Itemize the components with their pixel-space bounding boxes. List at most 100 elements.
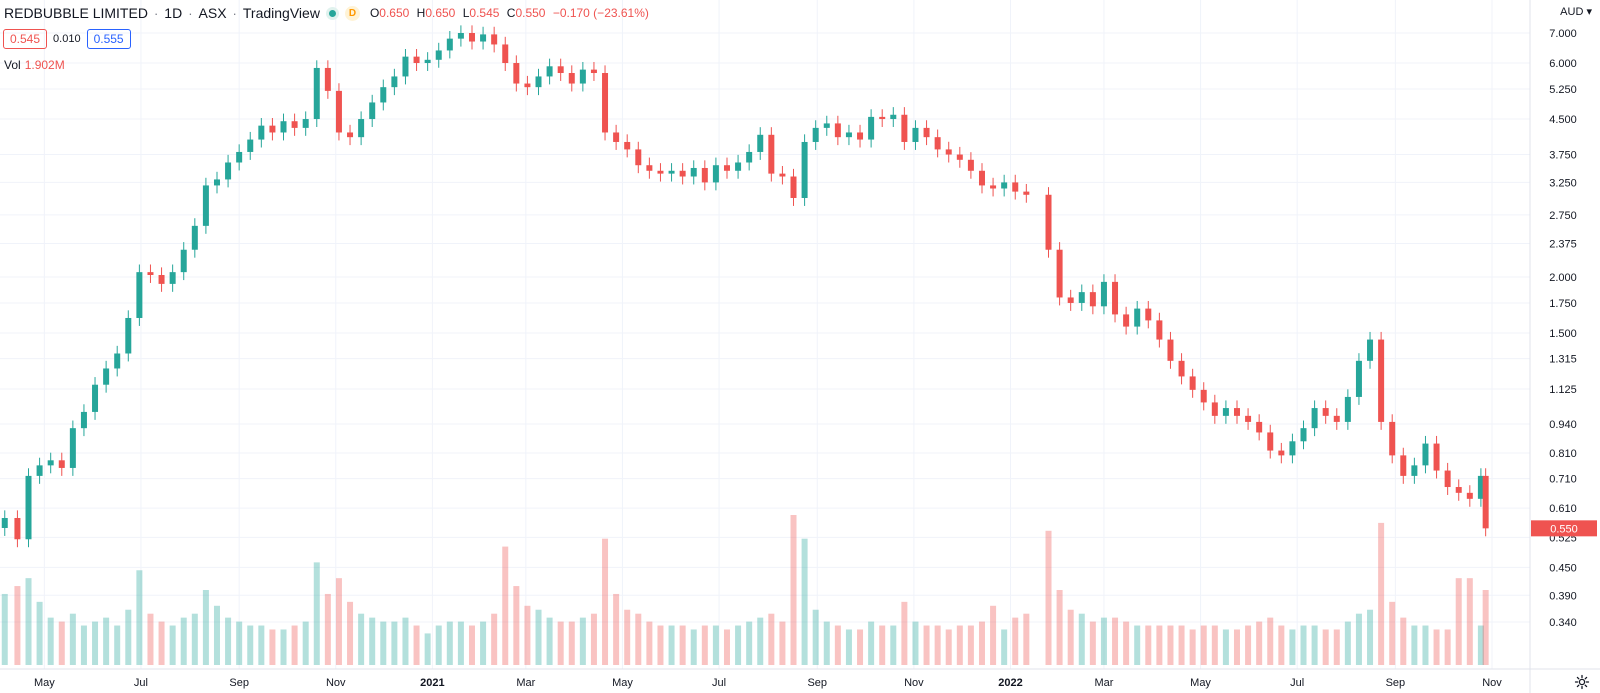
candle-body (1045, 194, 1052, 250)
candle-body (723, 165, 730, 171)
volume-bar (1112, 617, 1119, 665)
volume-bar (1289, 629, 1296, 665)
volume-bar (491, 613, 498, 665)
low-label: L (462, 6, 470, 20)
x-tick-label: May (1190, 677, 1211, 689)
volume-bar (80, 625, 87, 665)
candle-body (535, 76, 542, 88)
last-price-marker (1531, 520, 1597, 537)
volume-bar (712, 625, 719, 665)
volume-bar (590, 613, 597, 665)
volume-bar (1200, 625, 1207, 665)
volume-bar (956, 625, 963, 665)
gear-icon[interactable] (1574, 674, 1590, 690)
volume-bar (468, 625, 475, 665)
candle-body (779, 173, 786, 177)
volume-bar (1222, 629, 1229, 665)
volume-bar (668, 625, 675, 665)
candle-body (302, 119, 309, 128)
volume-bar (1433, 629, 1440, 665)
y-tick-label: 3.750 (1549, 150, 1577, 162)
interval[interactable]: 1D (164, 5, 183, 21)
volume-bar (1100, 617, 1107, 665)
candle-body (1477, 475, 1484, 499)
volume-bar (147, 613, 154, 665)
volume-legend[interactable]: Vol 1.902M (4, 58, 65, 72)
volume-bar (879, 625, 886, 665)
candles (1, 25, 1489, 548)
timeframe-badge[interactable]: D (344, 5, 360, 21)
volume-bar (524, 605, 531, 665)
candle-body (1078, 292, 1085, 303)
data-source: TradingView (242, 5, 320, 21)
candle-body (202, 185, 209, 226)
volume-bar (313, 562, 320, 665)
candle-body (712, 165, 719, 183)
volume-bar (1256, 621, 1263, 665)
volume-bar (1477, 625, 1484, 665)
volume-bar (14, 586, 21, 665)
buy-price-button[interactable]: 0.555 (86, 29, 131, 49)
candle-body (1023, 191, 1030, 195)
candle-body (879, 116, 886, 120)
candle-body (402, 56, 409, 77)
open-label: O (369, 6, 380, 20)
sell-price-button[interactable]: 0.545 (3, 29, 48, 49)
volume-bar (602, 538, 609, 665)
volume-bar (967, 625, 974, 665)
y-tick-label: 0.340 (1549, 617, 1577, 629)
volume-bar (324, 593, 331, 665)
volume-bar (1233, 629, 1240, 665)
volume-bar (901, 601, 908, 665)
candle-body (1422, 443, 1429, 466)
volume-bars (1, 515, 1489, 665)
currency-label: AUD (1560, 6, 1584, 18)
candle-body (1267, 432, 1274, 451)
volume-bar (1078, 613, 1085, 665)
candle-body (823, 123, 830, 128)
ohlc-values: O0.650 H0.650 L0.545 C0.550 −0.170 (−23.… (370, 6, 649, 20)
candle-body (624, 141, 631, 150)
candle-body (1145, 308, 1152, 321)
volume-bar (657, 625, 664, 665)
y-tick-label: 0.710 (1549, 474, 1577, 486)
volume-bar (347, 601, 354, 665)
volume-bar (92, 621, 99, 665)
candle-body (191, 225, 198, 250)
candle-body (790, 176, 797, 198)
candle-body (313, 67, 320, 120)
currency-selector[interactable]: AUD ▾ (1560, 5, 1592, 18)
market-status-icon[interactable] (325, 6, 339, 20)
x-tick-label: 2022 (998, 677, 1022, 689)
candle-body (834, 123, 841, 138)
candle-body (435, 50, 442, 60)
candle-body (668, 170, 675, 174)
candle-body (80, 411, 87, 429)
volume-bar (834, 625, 841, 665)
candle-body (92, 384, 99, 412)
volume-bar (579, 617, 586, 665)
y-tick-label: 1.500 (1549, 328, 1577, 340)
volume-bar (990, 605, 997, 665)
chevron-down-icon: ▾ (1586, 6, 1592, 18)
volume-bar (213, 605, 220, 665)
candle-body (1012, 182, 1019, 192)
volume-bar (1267, 617, 1274, 665)
volume-bar (247, 625, 254, 665)
candle-body (1333, 415, 1340, 422)
candle-body (213, 179, 220, 186)
volume-bar (546, 617, 553, 665)
volume-bar (1311, 625, 1318, 665)
volume-bar (58, 621, 65, 665)
symbol-name[interactable]: REDBUBBLE LIMITED (4, 5, 148, 21)
volume-bar (1211, 625, 1218, 665)
volume-bar (1156, 625, 1163, 665)
candle-body (1400, 455, 1407, 476)
spread-value: 0.010 (53, 33, 81, 45)
volume-bar (169, 625, 176, 665)
volume-bar (36, 601, 43, 665)
volume-bar (1466, 578, 1473, 665)
y-tick-label: 1.750 (1549, 298, 1577, 310)
